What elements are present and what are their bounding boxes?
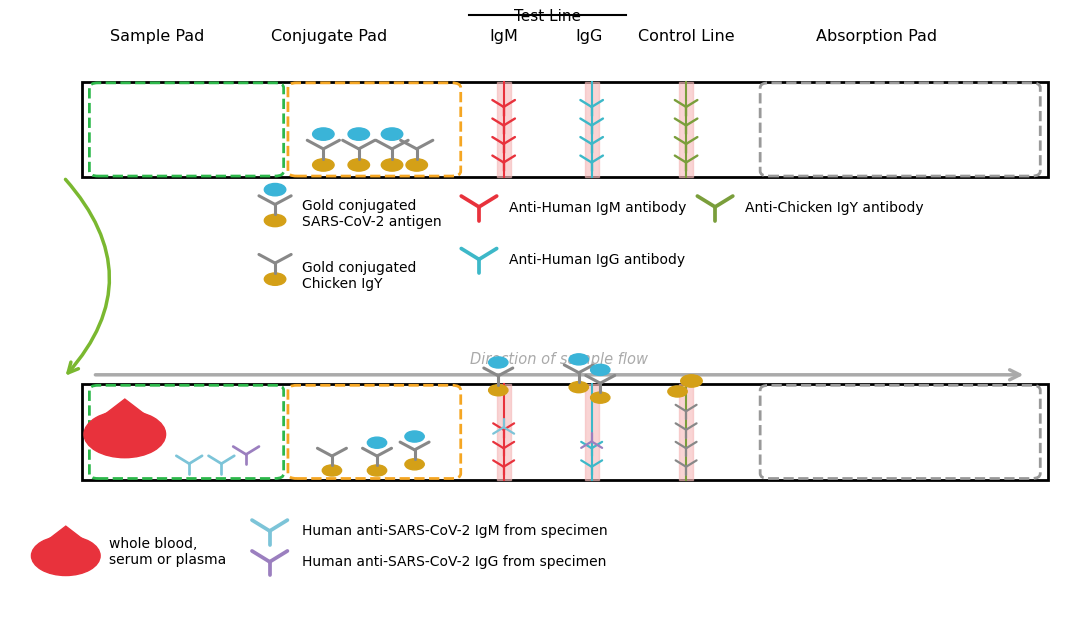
- Circle shape: [265, 215, 286, 227]
- Circle shape: [489, 384, 508, 396]
- Circle shape: [367, 437, 386, 448]
- Circle shape: [265, 184, 286, 196]
- Circle shape: [265, 273, 286, 285]
- Circle shape: [348, 128, 369, 140]
- Text: whole blood,
serum or plasma: whole blood, serum or plasma: [109, 536, 226, 567]
- Text: Gold conjugated
SARS-CoV-2 antigen: Gold conjugated SARS-CoV-2 antigen: [302, 199, 441, 229]
- Text: Human anti-SARS-CoV-2 IgM from specimen: Human anti-SARS-CoV-2 IgM from specimen: [302, 524, 608, 538]
- Bar: [497, 384, 511, 480]
- Circle shape: [489, 357, 508, 368]
- Circle shape: [405, 431, 424, 442]
- Circle shape: [569, 354, 589, 365]
- Bar: [82, 82, 1048, 177]
- Circle shape: [381, 128, 402, 140]
- Text: Control Line: Control Line: [638, 29, 735, 44]
- Bar: [584, 384, 598, 480]
- Circle shape: [348, 159, 369, 171]
- Circle shape: [405, 459, 424, 470]
- Text: IgM: IgM: [490, 29, 519, 44]
- Text: Direction of sample flow: Direction of sample flow: [470, 352, 649, 368]
- Circle shape: [367, 465, 386, 476]
- Circle shape: [591, 365, 610, 376]
- Text: Human anti-SARS-CoV-2 IgG from specimen: Human anti-SARS-CoV-2 IgG from specimen: [302, 555, 606, 569]
- Circle shape: [569, 381, 589, 392]
- Circle shape: [668, 386, 688, 397]
- Bar: [82, 384, 1048, 480]
- Text: Test Line: Test Line: [514, 9, 581, 24]
- Bar: [497, 82, 511, 177]
- Circle shape: [31, 536, 100, 575]
- Text: Anti-Human IgM antibody: Anti-Human IgM antibody: [509, 201, 686, 215]
- Circle shape: [591, 392, 610, 403]
- Text: Anti-Human IgG antibody: Anti-Human IgG antibody: [509, 253, 685, 267]
- Text: Anti-Chicken IgY antibody: Anti-Chicken IgY antibody: [746, 201, 924, 215]
- Circle shape: [84, 411, 166, 458]
- Text: Sample Pad: Sample Pad: [110, 29, 204, 44]
- Text: IgG: IgG: [576, 29, 604, 44]
- Circle shape: [313, 159, 334, 171]
- Polygon shape: [95, 399, 155, 422]
- Bar: [679, 384, 693, 480]
- Text: Conjugate Pad: Conjugate Pad: [270, 29, 387, 44]
- Circle shape: [681, 375, 703, 387]
- Circle shape: [323, 465, 341, 476]
- Circle shape: [381, 159, 402, 171]
- Circle shape: [313, 128, 334, 140]
- Circle shape: [406, 159, 427, 171]
- Text: Gold conjugated
Chicken IgY: Gold conjugated Chicken IgY: [302, 260, 416, 291]
- Bar: [679, 82, 693, 177]
- Bar: [584, 82, 598, 177]
- Text: Absorption Pad: Absorption Pad: [816, 29, 936, 44]
- Polygon shape: [40, 526, 91, 546]
